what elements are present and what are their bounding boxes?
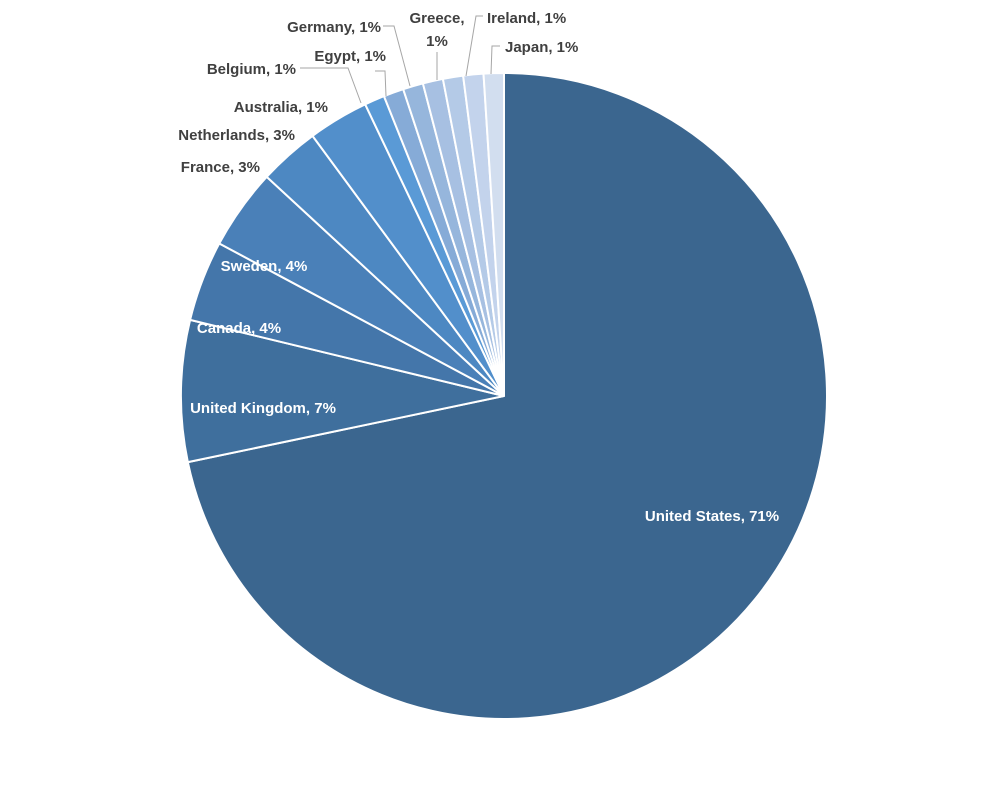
data-label-sweden: Sweden, 4% [221, 258, 308, 275]
data-label-canada: Canada, 4% [197, 320, 281, 337]
leader-line-ireland [465, 15, 483, 77]
data-label-greece: Greece, 1% [409, 10, 464, 50]
leader-lines [300, 15, 500, 104]
data-label-ireland: Ireland, 1% [487, 10, 566, 27]
data-label-belgium: Belgium, 1% [207, 61, 296, 78]
leader-line-germany [383, 25, 411, 87]
data-label-japan: Japan, 1% [505, 39, 578, 56]
leader-line-japan [490, 45, 500, 75]
pie-slice-japan [482, 71, 505, 397]
data-label-united-states: United States, 71% [645, 508, 779, 525]
data-labels: United States, 71% United Kingdom, 7% Cana… [178, 10, 779, 525]
pie-slice-united-states [186, 71, 828, 720]
data-label-australia: Australia, 1% [234, 99, 328, 116]
pie-slices [180, 71, 828, 720]
pie-slice-united-kingdom [180, 318, 505, 464]
leader-line-belgium [300, 67, 362, 104]
data-label-egypt: Egypt, 1% [314, 48, 386, 65]
leader-line-egypt [375, 70, 387, 97]
data-label-france: France, 3% [181, 159, 260, 176]
data-label-united-kingdom: United Kingdom, 7% [190, 400, 336, 417]
data-label-netherlands: Netherlands, 3% [178, 127, 295, 144]
data-label-germany: Germany, 1% [287, 19, 381, 36]
